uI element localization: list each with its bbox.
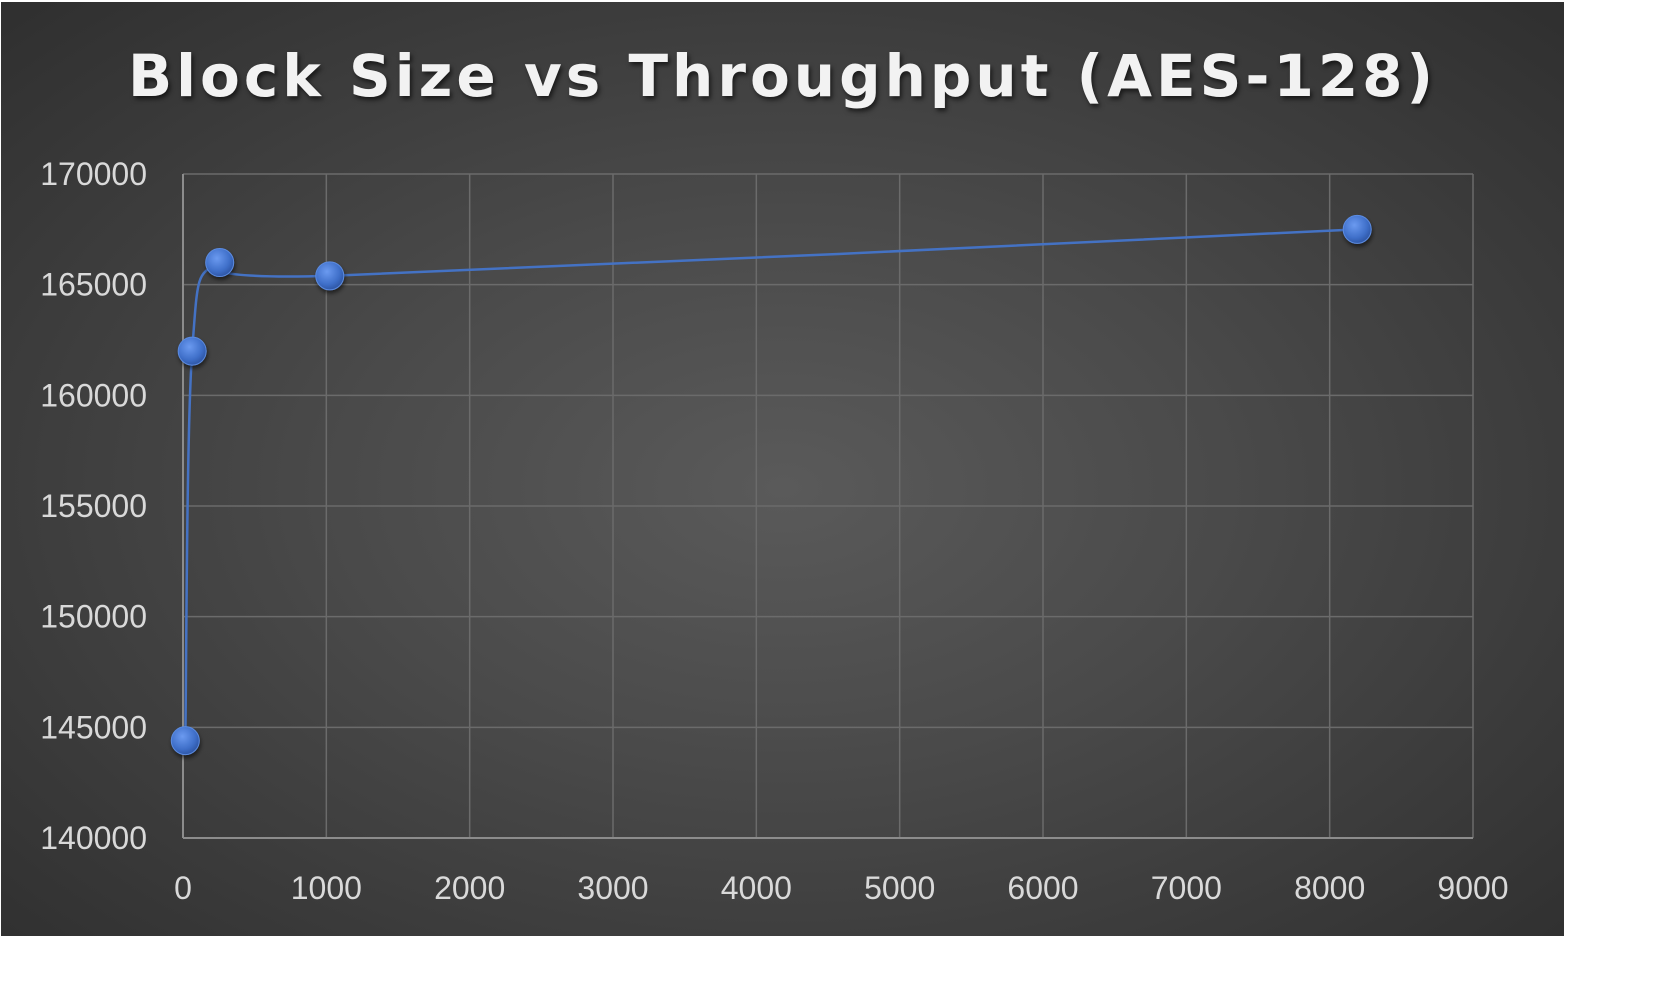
- plot-area: 140000 145000 150000 155000 160000 165000 1700…: [40, 156, 1508, 906]
- x-tick-label: 8000: [1294, 870, 1365, 906]
- y-tick-label: 150000: [40, 599, 147, 635]
- y-tick-label: 170000: [40, 156, 147, 192]
- x-tick-label: 9000: [1437, 870, 1508, 906]
- y-tick-label: 140000: [40, 820, 147, 856]
- x-tick-label: 6000: [1007, 870, 1078, 906]
- tick-labels: 140000 145000 150000 155000 160000 165000 1700…: [40, 156, 1508, 906]
- y-tick-label: 145000: [40, 709, 147, 745]
- y-tick-label: 165000: [40, 267, 147, 303]
- x-tick-label: 2000: [434, 870, 505, 906]
- y-tick-label: 160000: [40, 377, 147, 413]
- data-point: [1342, 214, 1372, 244]
- y-tick-label: 155000: [40, 488, 147, 524]
- x-tick-label: 3000: [577, 870, 648, 906]
- x-tick-label: 5000: [864, 870, 935, 906]
- x-tick-label: 1000: [291, 870, 362, 906]
- data-series: [170, 214, 1372, 756]
- data-point: [205, 248, 235, 278]
- data-point: [315, 261, 345, 291]
- data-point: [170, 726, 200, 756]
- x-tick-label: 4000: [721, 870, 792, 906]
- series-line: [184, 228, 1358, 741]
- grid: [183, 173, 1474, 838]
- data-point: [177, 336, 207, 366]
- chart-title: Block Size vs Throughput (AES-128): [127, 42, 1438, 110]
- x-tick-label: 0: [174, 870, 192, 906]
- chart-area: Block Size vs Throughput (AES-128) 14000…: [1, 2, 1564, 936]
- x-tick-label: 7000: [1151, 870, 1222, 906]
